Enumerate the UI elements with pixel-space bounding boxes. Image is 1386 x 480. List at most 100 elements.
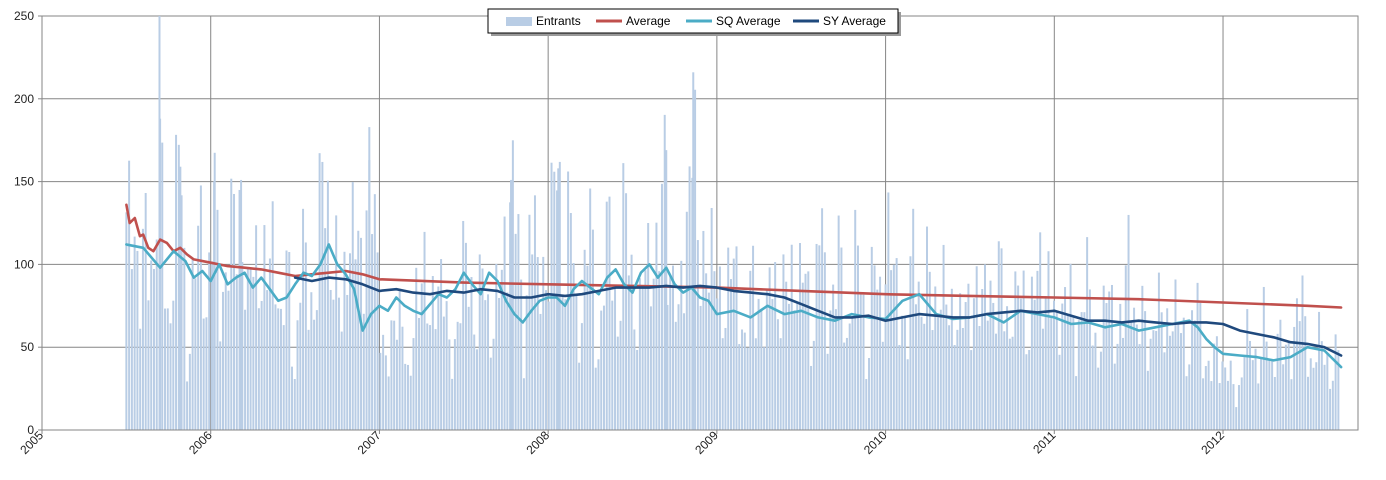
y-tick-label: 50 [21, 340, 35, 354]
entrants-bar [992, 302, 995, 430]
entrants-bar [442, 316, 445, 430]
entrants-bar [279, 308, 282, 430]
entrants-bar [244, 309, 247, 430]
entrants-bar [1177, 321, 1180, 430]
entrants-bar [1215, 336, 1218, 430]
entrants-bar [1086, 237, 1089, 430]
entrants-bar [948, 325, 951, 430]
entrants-bar [1171, 331, 1174, 430]
entrants-bar [851, 316, 854, 430]
entrants-bar [1157, 272, 1160, 430]
entrants-bar [950, 288, 953, 430]
entrants-bar [1122, 337, 1125, 430]
entrants-bar [1017, 285, 1020, 430]
entrants-bar [1166, 308, 1169, 430]
entrants-bar [1077, 320, 1080, 430]
entrants-bar [147, 300, 150, 430]
entrants-bar [600, 310, 603, 430]
entrants-bar [255, 225, 258, 430]
entrants-bar [451, 378, 454, 430]
entrants-bar [699, 305, 702, 430]
entrants-bar [384, 355, 387, 430]
entrants-bar [729, 279, 732, 430]
entrants-bar [1174, 279, 1177, 430]
entrants-bar [1119, 303, 1122, 430]
entrants-bar [1243, 357, 1246, 430]
entrants-bar [856, 245, 859, 430]
entrants-bar [757, 298, 760, 430]
entrants-bar [917, 281, 920, 430]
entrants-bar [870, 246, 873, 430]
entrants-bar [1249, 340, 1252, 430]
entrants-bar [1326, 354, 1329, 430]
entrants-bar [1191, 310, 1194, 430]
entrants-bar [807, 271, 810, 430]
entrants-bar [840, 247, 843, 430]
entrants-bar [765, 289, 768, 430]
entrants-bar [136, 250, 139, 430]
entrants-bar [964, 302, 967, 430]
entrants-bar [619, 320, 622, 430]
entrants-bar [782, 254, 785, 430]
entrants-bar [854, 209, 857, 430]
entrants-bar [1075, 376, 1078, 430]
entrants-bar [266, 290, 269, 430]
entrants-bar [343, 251, 346, 430]
entrants-bar [1116, 343, 1119, 430]
entrants-bar [752, 245, 755, 430]
sq-average-line [125, 243, 1343, 369]
entrants-bar [1251, 360, 1254, 430]
entrants-bar [418, 317, 421, 430]
entrants-bar [144, 192, 147, 430]
entrants-bar [1105, 303, 1108, 430]
entrants-bar [707, 292, 710, 430]
entrants-bar [180, 195, 183, 430]
entrants-bar [580, 323, 583, 430]
entrants-bar [652, 278, 655, 430]
entrants-bar [431, 276, 434, 430]
entrants-bar [1199, 302, 1202, 430]
entrants-bar [1196, 282, 1199, 430]
legend-label: Average [626, 14, 671, 28]
entrants-bar [271, 201, 274, 430]
entrants-bar [771, 298, 774, 430]
entrants-bar [989, 280, 992, 430]
entrants-bar [926, 226, 928, 430]
entrants-bar [246, 268, 249, 430]
entrants-bar [812, 340, 815, 430]
entrants-bar [879, 276, 882, 430]
entrants-bar [531, 254, 534, 430]
entrants-bar [876, 289, 879, 430]
entrants-bar [1293, 326, 1296, 430]
entrants-bar [1218, 383, 1221, 430]
entrants-bar [732, 258, 735, 430]
entrants-bar [260, 300, 263, 430]
entrants-bar [776, 319, 779, 430]
entrants-bar [627, 275, 630, 430]
entrants-bar [956, 329, 959, 430]
entrants-bar [903, 317, 906, 430]
entrants-bar [589, 188, 592, 430]
entrants-bar [945, 304, 948, 430]
entrants-bar [1307, 376, 1309, 430]
entrants-bar [790, 244, 793, 430]
legend-label: SQ Average [716, 14, 781, 28]
entrants-bar [1337, 350, 1340, 430]
entrants-bar [672, 265, 674, 430]
entrants-bar [464, 242, 467, 430]
entrants-bar [608, 196, 611, 430]
entrants-bar [796, 302, 799, 430]
entrants-bar [1064, 287, 1067, 430]
entrants-bar [395, 339, 398, 430]
entrants-bar [1061, 303, 1064, 430]
entrants-bar [644, 270, 647, 430]
entrants-bar [539, 313, 542, 430]
entrants-bar [818, 245, 821, 430]
entrants-bar [481, 268, 484, 430]
entrants-bar [1091, 345, 1094, 430]
entrants-bar [1315, 362, 1318, 430]
entrants-bar [1185, 376, 1188, 430]
entrants-bar [1207, 360, 1210, 430]
entrants-bar [360, 237, 363, 430]
